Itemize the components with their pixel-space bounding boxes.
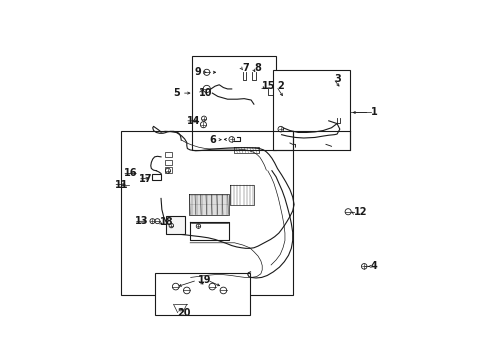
Text: 5: 5 — [173, 88, 180, 98]
Text: 4: 4 — [370, 261, 377, 271]
Text: 17: 17 — [140, 174, 153, 184]
Text: 16: 16 — [123, 168, 137, 179]
Bar — [166, 216, 185, 234]
Text: 7: 7 — [242, 63, 249, 73]
Bar — [192, 56, 276, 150]
Text: 6: 6 — [209, 135, 216, 145]
Text: 20: 20 — [178, 308, 191, 318]
Text: 9: 9 — [195, 67, 201, 77]
Bar — [121, 131, 293, 296]
Text: 12: 12 — [354, 207, 367, 217]
Text: 15: 15 — [262, 81, 276, 91]
Text: 2: 2 — [278, 81, 285, 91]
Bar — [165, 152, 172, 157]
Bar — [152, 174, 161, 180]
Text: 11: 11 — [115, 180, 128, 190]
Text: 14: 14 — [187, 116, 200, 126]
Text: 10: 10 — [198, 88, 212, 98]
Bar — [155, 273, 250, 315]
Text: 13: 13 — [135, 216, 149, 226]
Bar — [273, 69, 349, 150]
Text: 1: 1 — [371, 108, 378, 117]
Bar — [165, 159, 172, 165]
Text: 19: 19 — [198, 275, 211, 285]
Text: 3: 3 — [335, 74, 342, 84]
Text: 8: 8 — [254, 63, 261, 73]
Bar — [165, 167, 172, 173]
Text: 18: 18 — [160, 217, 173, 227]
